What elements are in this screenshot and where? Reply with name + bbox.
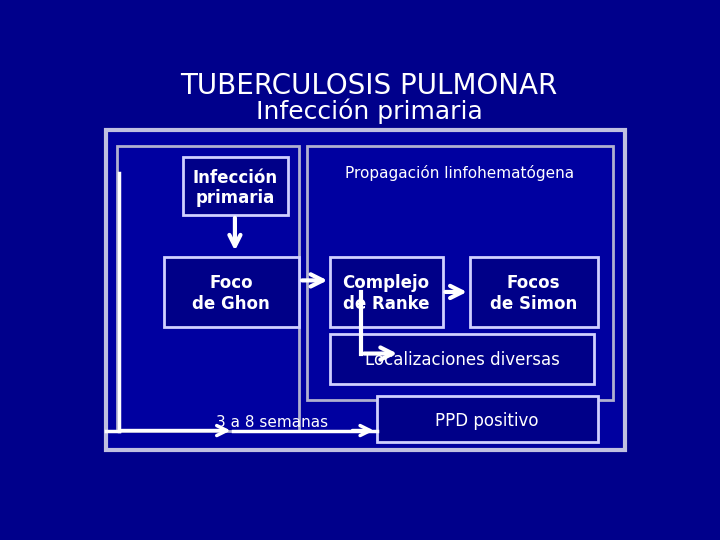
FancyBboxPatch shape: [330, 334, 594, 384]
Text: 3 a 8 semanas: 3 a 8 semanas: [216, 415, 328, 430]
FancyBboxPatch shape: [307, 146, 613, 400]
FancyBboxPatch shape: [163, 257, 300, 327]
FancyBboxPatch shape: [117, 146, 300, 430]
Text: Focos
de Simon: Focos de Simon: [490, 274, 577, 313]
FancyBboxPatch shape: [377, 396, 598, 442]
Text: Localizaciones diversas: Localizaciones diversas: [364, 350, 559, 369]
FancyBboxPatch shape: [183, 157, 287, 215]
Text: Infección primaria: Infección primaria: [256, 98, 482, 124]
Text: Propagación linfohematógena: Propagación linfohematógena: [345, 165, 575, 180]
Text: PPD positivo: PPD positivo: [435, 411, 539, 429]
Text: Foco
de Ghon: Foco de Ghon: [192, 274, 270, 313]
Text: Complejo
de Ranke: Complejo de Ranke: [343, 274, 430, 313]
Text: TUBERCULOSIS PULMONAR: TUBERCULOSIS PULMONAR: [181, 72, 557, 100]
FancyBboxPatch shape: [106, 130, 625, 450]
Text: Infección
primaria: Infección primaria: [192, 168, 277, 207]
FancyBboxPatch shape: [469, 257, 598, 327]
FancyBboxPatch shape: [330, 257, 443, 327]
